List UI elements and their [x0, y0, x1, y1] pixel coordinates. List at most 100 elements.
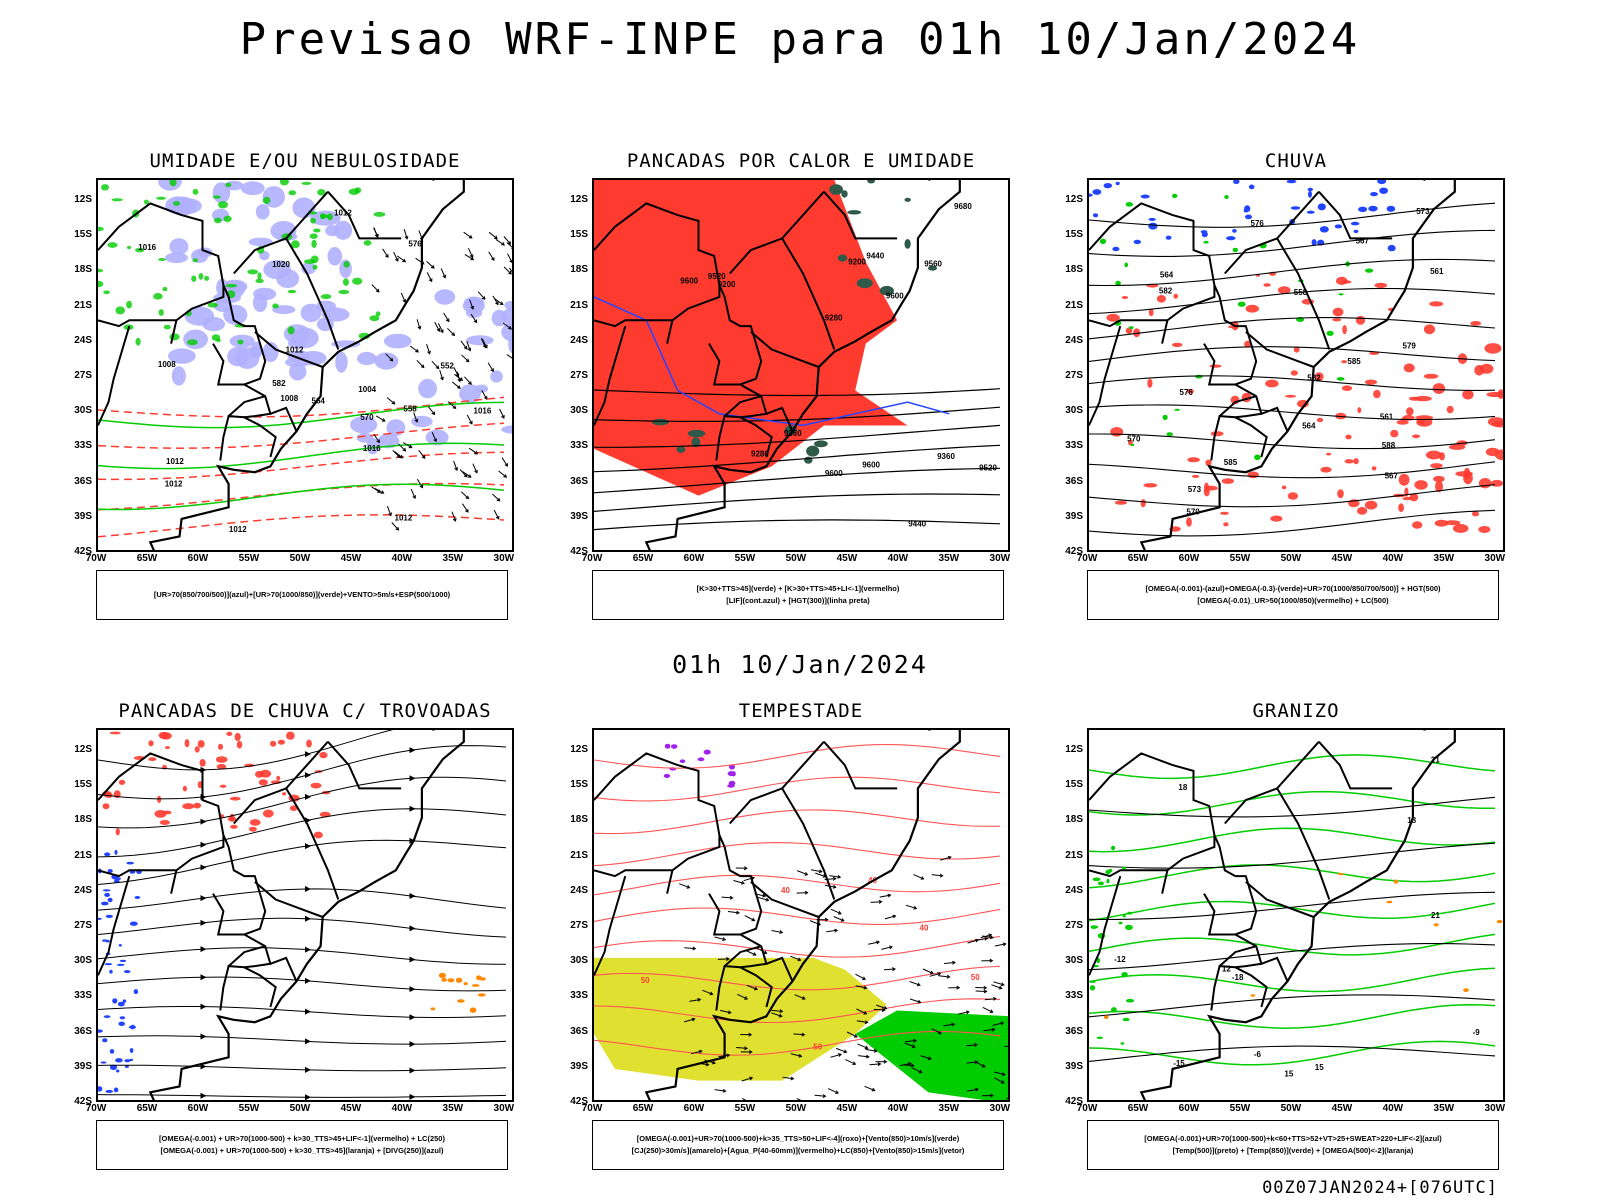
field-patch: [1089, 980, 1096, 983]
contour-label: 15: [1315, 1063, 1324, 1072]
field-patch: [1118, 921, 1123, 925]
streamline-arrow: [409, 1014, 416, 1021]
field-patch: [103, 290, 110, 295]
wind-vector: [796, 892, 808, 894]
field-patch: [184, 739, 190, 748]
wind-vector: [719, 1009, 731, 1014]
coastline: [1139, 180, 1456, 550]
wind-vector-head: [376, 439, 380, 444]
contour-line: [594, 406, 1001, 422]
field-patch: [1286, 180, 1297, 184]
contour-label: 1012: [166, 457, 184, 466]
field-patch: [1106, 878, 1110, 884]
longitude-label: 30W: [493, 553, 515, 564]
field-patch: [247, 269, 259, 275]
wind-vector-head: [748, 1032, 753, 1037]
field-patch: [252, 293, 268, 313]
field-patch: [182, 785, 187, 792]
wind-vector-head: [837, 1053, 842, 1057]
wind-vector-head: [439, 329, 444, 334]
contour-label: 40: [920, 924, 929, 933]
longitude-label: 40W: [1382, 1103, 1404, 1114]
wind-vector: [469, 299, 474, 310]
legend-box: [K>30+TTS>45](verde) + [K>30+TTS>45+LI<-…: [592, 570, 1004, 620]
wind-vector-head: [430, 265, 435, 269]
latitude-label: 42S: [74, 1096, 92, 1107]
latitude-label: 42S: [74, 546, 92, 557]
border-line: [233, 191, 329, 275]
contour-label: 9600: [825, 469, 843, 478]
contour-label: 1012: [229, 525, 247, 534]
border-line: [1276, 237, 1331, 350]
field-patch: [1462, 389, 1474, 400]
wind-vector: [683, 1018, 695, 1023]
field-patch: [1092, 189, 1102, 195]
wind-vector: [451, 381, 461, 389]
wind-vector-head: [457, 385, 461, 389]
field-patch: [109, 731, 121, 735]
wind-vector-head: [991, 1027, 996, 1032]
wind-vector: [909, 998, 921, 1003]
wind-vector: [868, 941, 880, 945]
wind-vector-head: [744, 996, 749, 1000]
streamline-arrow: [305, 1094, 311, 1100]
latitude-label: 12S: [74, 744, 92, 755]
field-patch: [1338, 293, 1344, 296]
field-patch: [1209, 364, 1222, 368]
wind-vector-head: [512, 357, 514, 360]
wind-vector: [856, 1008, 867, 1015]
latitude-label: 12S: [1065, 194, 1083, 205]
wind-vector-head: [744, 1046, 748, 1051]
wind-vector-head: [402, 258, 407, 263]
latitude-label: 36S: [570, 475, 588, 487]
streamline: [98, 776, 507, 829]
wind-vector: [967, 1088, 978, 1092]
legend-box: [OMEGA(-0.001) + UR>70(1000-500) + k>30_…: [96, 1120, 508, 1170]
field-patch: [126, 300, 133, 309]
field-patch: [1484, 343, 1502, 354]
legend-text: [OMEGA(-0.001)+UR>70(1000-500)+k<60+TTS>…: [1144, 1134, 1442, 1143]
wind-vector: [870, 901, 882, 903]
wind-vector-head: [507, 240, 512, 245]
field-patch: [1121, 296, 1129, 299]
border-line: [594, 325, 627, 426]
contour-label: 573: [1188, 485, 1202, 494]
wind-vector-head: [414, 418, 419, 423]
streamline: [98, 808, 507, 858]
field-patch: [1210, 431, 1224, 437]
wind-vector: [410, 488, 416, 499]
wind-vector: [434, 322, 440, 332]
field-patch: [1277, 286, 1291, 294]
latitude-label: 39S: [1065, 1060, 1083, 1072]
latitude-label: 15S: [74, 229, 92, 241]
streamline-arrow: [305, 843, 311, 850]
wind-vector: [905, 1040, 917, 1043]
border-line: [1245, 881, 1315, 918]
wind-vector: [846, 1031, 858, 1038]
streamline-arrow: [409, 956, 416, 963]
wind-vector: [426, 344, 431, 354]
wind-vector: [437, 323, 444, 333]
longitude-label: 30W: [989, 1103, 1011, 1114]
field-patch: [1226, 236, 1236, 241]
field-patch: [1433, 475, 1445, 483]
border-line: [594, 752, 721, 894]
field-patch: [904, 197, 911, 202]
longitude-label: 35W: [442, 553, 464, 564]
contour-label: 40: [781, 886, 790, 895]
wind-vector: [944, 962, 956, 964]
longitude-label: 30W: [1484, 1103, 1506, 1114]
field-patch: [192, 258, 199, 263]
streamline-arrow: [305, 1038, 311, 1045]
contour-label: 1016: [363, 444, 381, 453]
field-patch: [1096, 1036, 1104, 1039]
wind-vector-head: [749, 1076, 754, 1081]
contour-line: [1089, 943, 1496, 971]
wind-vector-head: [726, 1053, 731, 1058]
wind-vector-head: [509, 259, 512, 264]
wind-vector-head: [495, 515, 500, 520]
border-line: [594, 869, 673, 878]
wind-vector-head: [974, 1087, 979, 1092]
field-patch: [1250, 994, 1256, 997]
latitude-label: 39S: [74, 1060, 92, 1072]
